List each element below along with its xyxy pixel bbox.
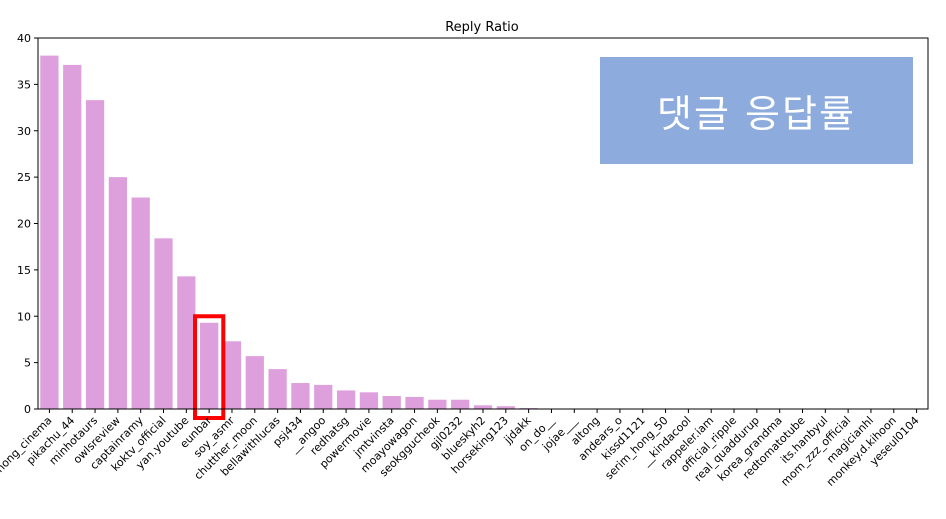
bar-minhotaurs bbox=[86, 100, 104, 409]
bar-__angoo bbox=[314, 385, 332, 409]
bars-layer bbox=[40, 56, 537, 409]
bar-pikachu_44 bbox=[63, 65, 81, 409]
bar-psj434 bbox=[291, 383, 309, 409]
bar-yan.youtube bbox=[177, 276, 195, 409]
y-tick-label: 5 bbox=[24, 357, 31, 370]
y-tick-label: 15 bbox=[17, 264, 31, 277]
bar-soy_asmr bbox=[223, 341, 241, 409]
bar-captainramy bbox=[132, 198, 150, 409]
bar-hong_cinema bbox=[40, 56, 58, 409]
bar-owlsreview bbox=[109, 177, 127, 409]
y-tick-label: 40 bbox=[17, 32, 31, 45]
y-tick-label: 25 bbox=[17, 171, 31, 184]
bar-chutther_moon bbox=[246, 356, 264, 409]
bar-moayowagon bbox=[405, 397, 423, 409]
bar-bellawithlucas bbox=[268, 369, 286, 409]
bar-eunbar bbox=[200, 323, 218, 409]
reply-rate-banner-label: 댓글 응답률 bbox=[657, 83, 856, 138]
y-tick-label: 10 bbox=[17, 310, 31, 323]
y-axis-ticks: 0 5 10 15 20 25 30 35 40 bbox=[17, 32, 38, 416]
y-tick-label: 20 bbox=[17, 218, 31, 231]
bar-redhatsg bbox=[337, 390, 355, 409]
bar-koktv_official bbox=[154, 238, 172, 409]
bar-seokggucheok bbox=[428, 400, 446, 409]
chart-title: Reply Ratio bbox=[445, 20, 519, 35]
bar-blueskyh2 bbox=[474, 405, 492, 409]
y-tick-label: 0 bbox=[24, 403, 31, 416]
bar-jmtvinsta bbox=[383, 396, 401, 409]
bar-powermovie bbox=[360, 392, 378, 409]
x-axis-ticks: hong_cinemapikachu_44minhotaursowlsrevie… bbox=[0, 409, 922, 489]
bar-gjl0232 bbox=[451, 400, 469, 409]
reply-rate-banner: 댓글 응답률 bbox=[600, 57, 913, 164]
y-tick-label: 30 bbox=[17, 125, 31, 138]
y-tick-label: 35 bbox=[17, 78, 31, 91]
